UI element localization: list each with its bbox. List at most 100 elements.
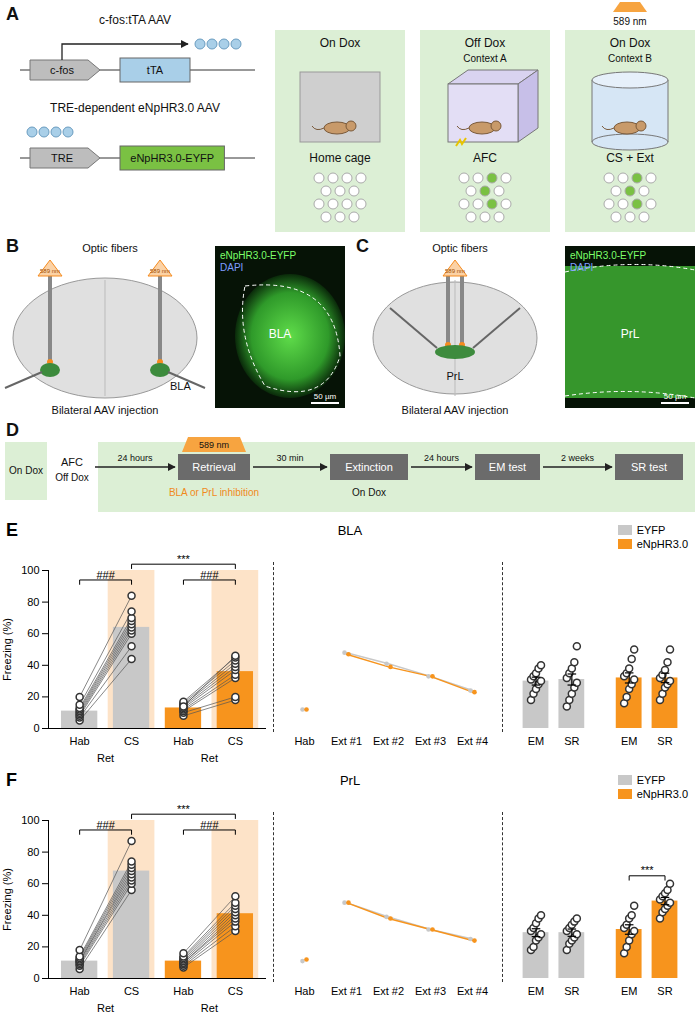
svg-text:Ret: Ret — [201, 1002, 218, 1014]
svg-text:SR: SR — [657, 735, 672, 747]
svg-text:Off Dox: Off Dox — [465, 36, 505, 50]
svg-text:Ext #1: Ext #1 — [331, 735, 362, 747]
svg-text:Ext #2: Ext #2 — [373, 735, 404, 747]
svg-text:50 µm: 50 µm — [314, 392, 337, 401]
svg-text:AFC: AFC — [473, 151, 497, 165]
svg-text:SR: SR — [564, 735, 579, 747]
svg-text:20: 20 — [27, 940, 39, 952]
svg-text:Ext #4: Ext #4 — [457, 735, 488, 747]
svg-text:Hab: Hab — [294, 735, 314, 747]
svg-text:PrL: PrL — [446, 370, 463, 382]
svg-text:A: A — [6, 4, 19, 24]
svg-text:tTA: tTA — [147, 64, 164, 76]
svg-text:D: D — [6, 420, 19, 440]
svg-text:80: 80 — [27, 596, 39, 608]
svg-text:EM: EM — [528, 735, 545, 747]
svg-text:Extinction: Extinction — [345, 461, 393, 473]
svg-text:Hab: Hab — [294, 985, 314, 997]
svg-text:TRE: TRE — [51, 152, 73, 164]
svg-text:60: 60 — [27, 627, 39, 639]
svg-text:B: B — [6, 236, 19, 256]
svg-text:***: *** — [177, 553, 191, 565]
svg-text:0: 0 — [33, 722, 39, 734]
svg-text:***: *** — [641, 864, 655, 876]
svg-text:Hab: Hab — [173, 735, 193, 747]
svg-text:Bilateral AAV injection: Bilateral AAV injection — [402, 404, 509, 416]
svg-text:Hab: Hab — [173, 985, 193, 997]
svg-text:###: ### — [200, 819, 219, 831]
svg-text:40: 40 — [27, 909, 39, 921]
svg-text:BLA: BLA — [170, 380, 191, 392]
svg-text:***: *** — [177, 803, 191, 815]
svg-text:SR test: SR test — [631, 461, 667, 473]
svg-text:589 nm: 589 nm — [199, 440, 229, 450]
svg-text:On Dox: On Dox — [610, 36, 651, 50]
svg-text:DAPI: DAPI — [570, 262, 593, 273]
svg-text:Ext #1: Ext #1 — [331, 985, 362, 997]
svg-text:C: C — [356, 236, 369, 256]
svg-text:589 nm: 589 nm — [150, 268, 170, 274]
svg-text:SR: SR — [564, 985, 579, 997]
svg-text:0: 0 — [33, 972, 39, 984]
svg-text:100: 100 — [21, 564, 39, 576]
svg-text:40: 40 — [27, 659, 39, 671]
svg-text:EM: EM — [621, 735, 637, 747]
svg-text:TRE-dependent eNpHR3.0 AAV: TRE-dependent eNpHR3.0 AAV — [50, 101, 220, 115]
svg-text:c-fos: c-fos — [50, 64, 74, 76]
svg-text:20: 20 — [27, 690, 39, 702]
svg-text:CS: CS — [228, 735, 243, 747]
svg-text:100: 100 — [21, 814, 39, 826]
svg-text:24 hours: 24 hours — [424, 453, 460, 463]
svg-text:30 min: 30 min — [276, 453, 303, 463]
svg-text:Hab: Hab — [70, 735, 90, 747]
svg-text:Bilateral AAV injection: Bilateral AAV injection — [52, 404, 159, 416]
svg-text:AFC: AFC — [61, 456, 83, 468]
svg-text:SR: SR — [657, 985, 672, 997]
svg-text:PrL: PrL — [621, 327, 640, 341]
svg-text:50 µm: 50 µm — [664, 392, 687, 401]
svg-text:CS: CS — [124, 985, 139, 997]
svg-text:BLA or PrL inhibition: BLA or PrL inhibition — [169, 487, 259, 498]
svg-text:BLA: BLA — [269, 327, 292, 341]
svg-text:Ext #4: Ext #4 — [457, 985, 488, 997]
svg-text:CS: CS — [228, 985, 243, 997]
svg-text:###: ### — [200, 569, 219, 581]
svg-text:Freezing (%): Freezing (%) — [1, 868, 13, 931]
svg-text:Context A: Context A — [463, 53, 507, 64]
svg-text:Optic fibers: Optic fibers — [432, 242, 488, 254]
svg-text:Hab: Hab — [70, 985, 90, 997]
svg-text:c-fos:tTA AAV: c-fos:tTA AAV — [99, 13, 171, 27]
svg-text:Home cage: Home cage — [309, 151, 371, 165]
svg-text:2 weeks: 2 weeks — [561, 453, 595, 463]
svg-text:Retrieval: Retrieval — [192, 461, 235, 473]
svg-text:On Dox: On Dox — [9, 465, 43, 476]
svg-text:589 nm: 589 nm — [613, 16, 646, 27]
svg-text:Ext #3: Ext #3 — [415, 985, 446, 997]
svg-text:###: ### — [96, 569, 115, 581]
svg-text:24 hours: 24 hours — [117, 453, 153, 463]
svg-text:Ext #3: Ext #3 — [415, 735, 446, 747]
svg-text:###: ### — [96, 819, 115, 831]
svg-text:Off Dox: Off Dox — [55, 472, 89, 483]
svg-text:Context B: Context B — [608, 53, 652, 64]
svg-text:eNpHR3.0-EYFP: eNpHR3.0-EYFP — [220, 250, 296, 261]
svg-text:DAPI: DAPI — [220, 262, 243, 273]
svg-text:589 nm: 589 nm — [445, 268, 465, 274]
svg-text:60: 60 — [27, 877, 39, 889]
svg-text:Ext #2: Ext #2 — [373, 985, 404, 997]
svg-text:CS + Ext: CS + Ext — [606, 151, 654, 165]
svg-text:589 nm: 589 nm — [40, 268, 60, 274]
svg-text:eNpHR3.0-EYFP: eNpHR3.0-EYFP — [130, 152, 214, 164]
svg-text:EM: EM — [621, 985, 637, 997]
svg-text:Ret: Ret — [97, 752, 114, 764]
svg-text:Optic fibers: Optic fibers — [82, 242, 138, 254]
svg-text:eNpHR3.0-EYFP: eNpHR3.0-EYFP — [570, 250, 646, 261]
svg-text:CS: CS — [124, 735, 139, 747]
svg-text:EM: EM — [528, 985, 545, 997]
svg-text:Ret: Ret — [97, 1002, 114, 1014]
svg-text:Freezing (%): Freezing (%) — [1, 618, 13, 681]
svg-text:On Dox: On Dox — [352, 487, 386, 498]
svg-text:80: 80 — [27, 846, 39, 858]
svg-text:EM test: EM test — [489, 461, 526, 473]
svg-text:Ret: Ret — [201, 752, 218, 764]
